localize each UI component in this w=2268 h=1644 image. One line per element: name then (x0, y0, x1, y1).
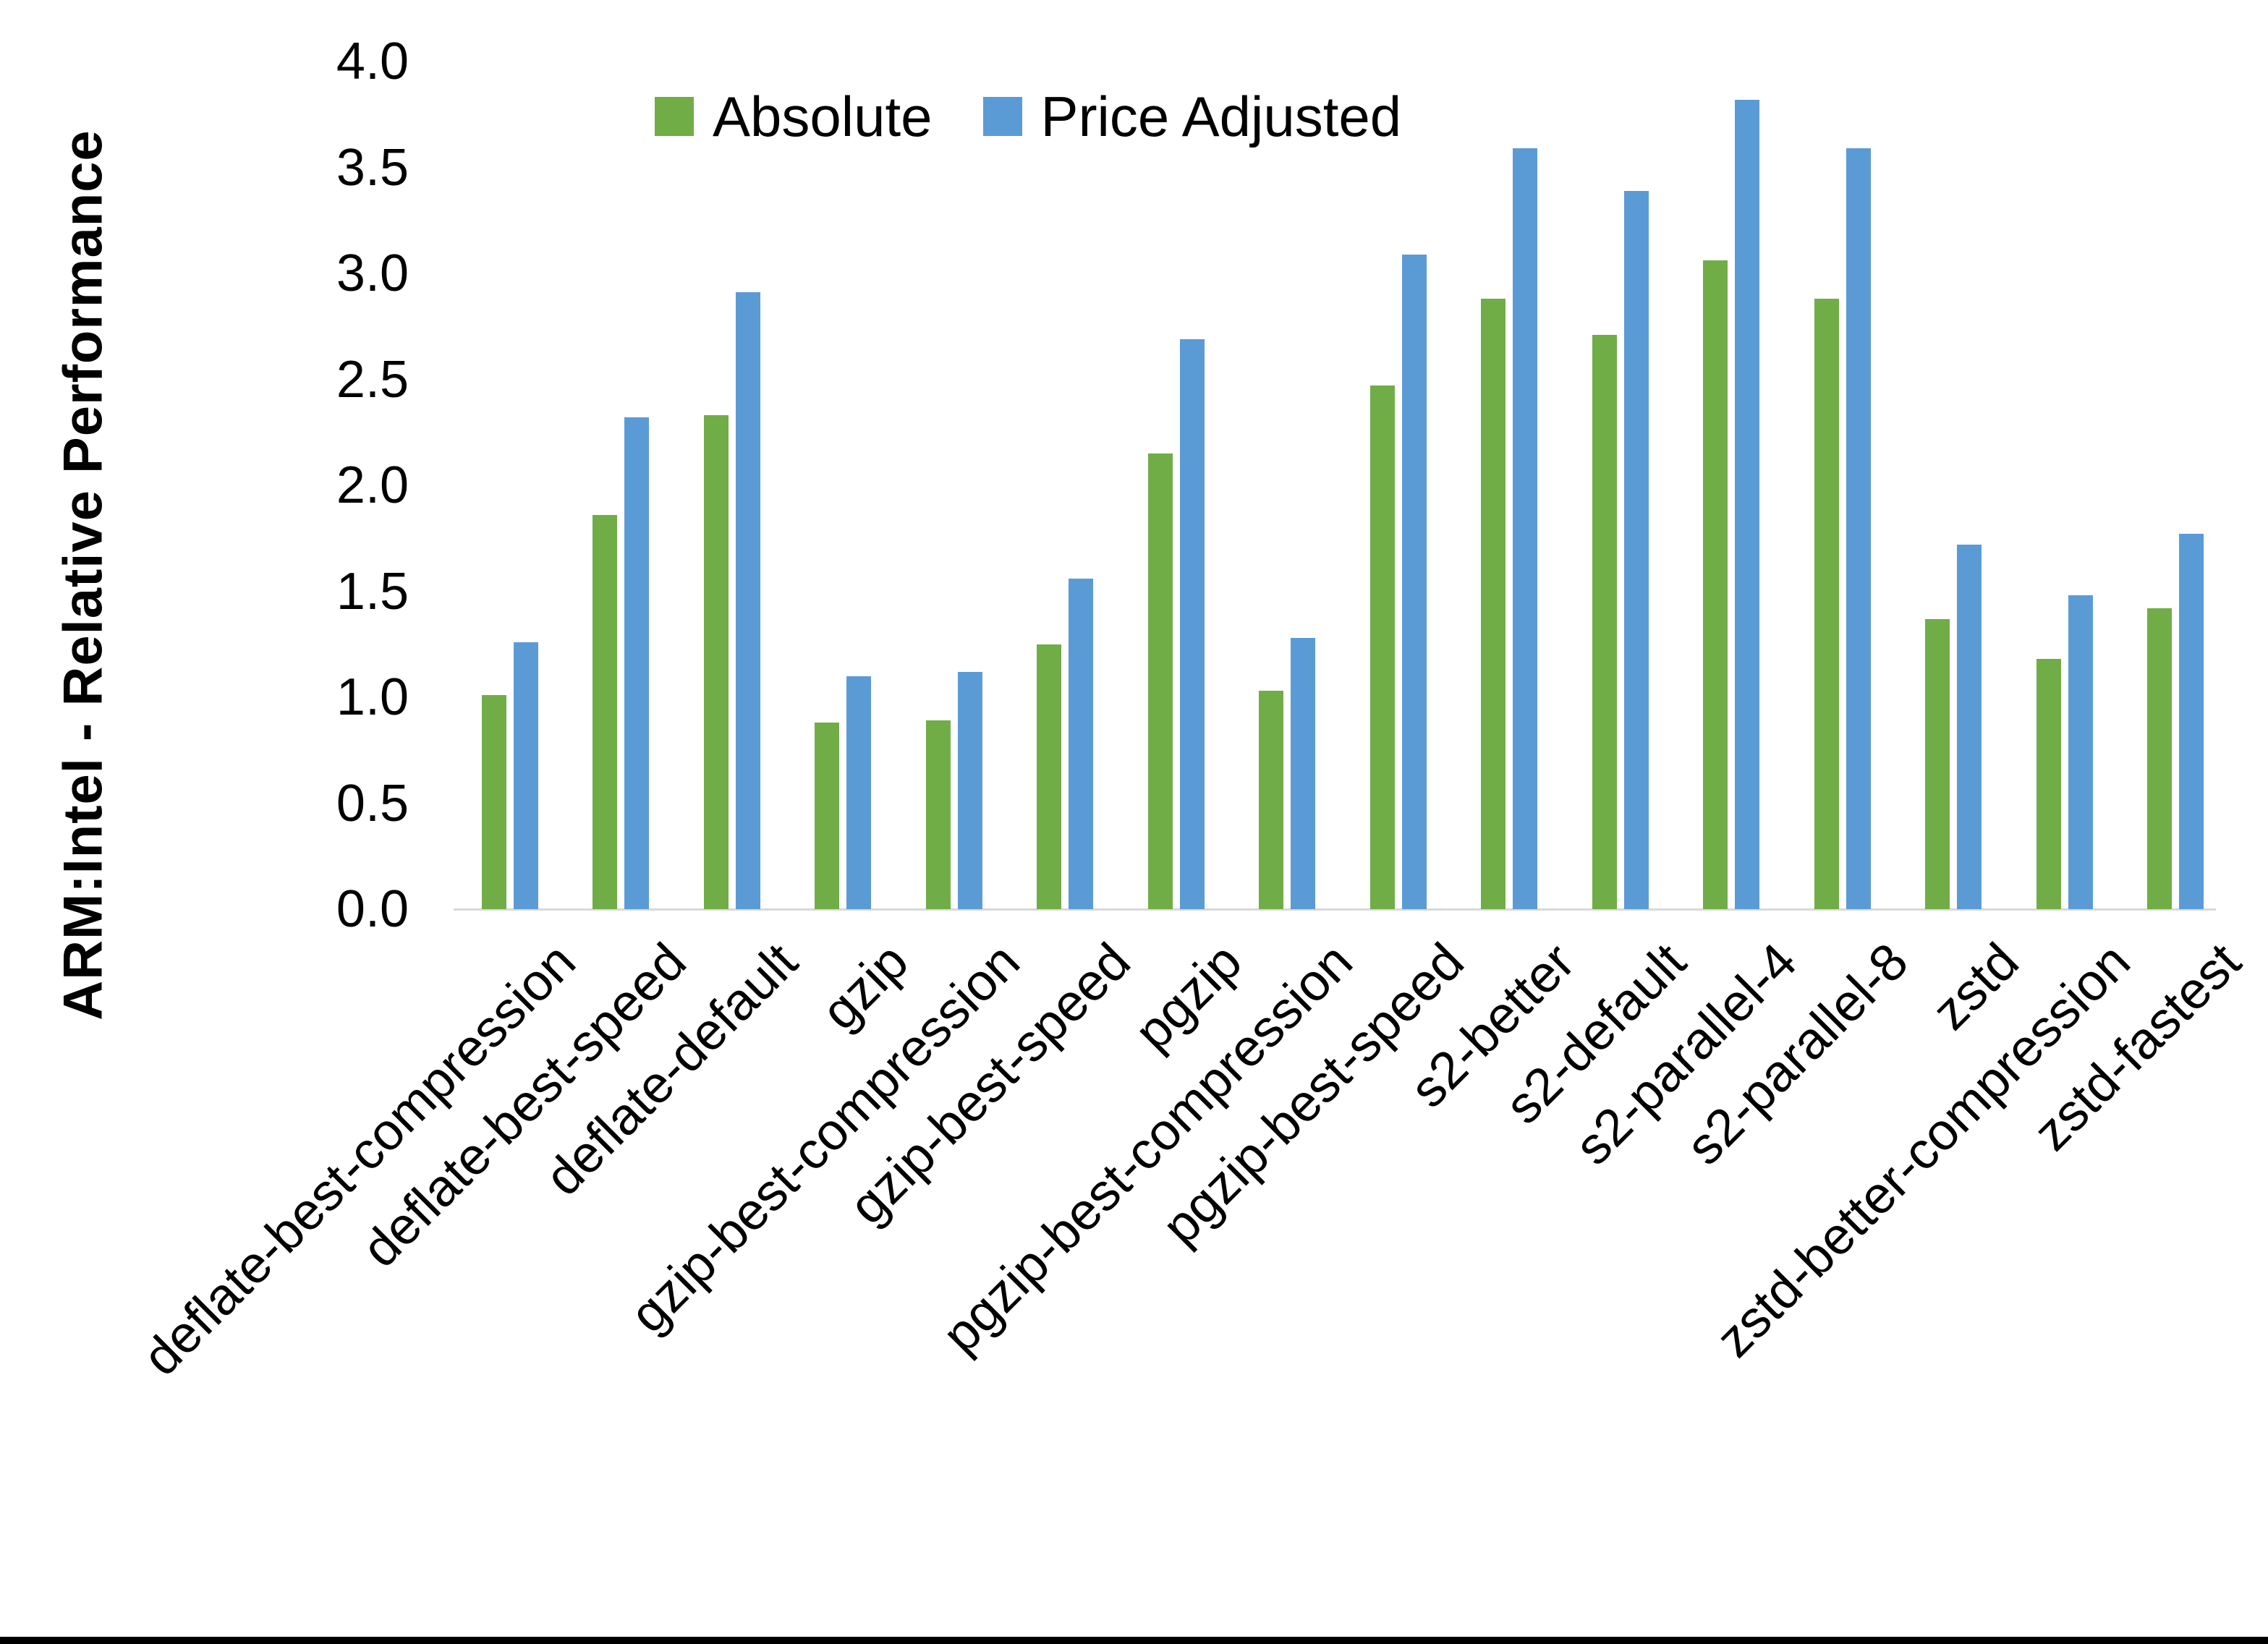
bar-absolute (1703, 260, 1728, 909)
bar-absolute (1037, 644, 1061, 909)
y-axis-tick-label: 4.0 (336, 33, 409, 90)
legend-swatch-absolute-icon (655, 97, 694, 136)
bar-absolute (1592, 335, 1617, 909)
y-axis-tick-label: 3.5 (336, 138, 409, 197)
y-axis-tick-label: 0.0 (336, 880, 409, 938)
bar-absolute (593, 515, 617, 909)
bar-absolute (2147, 608, 2172, 909)
y-axis-tick-label: 1.5 (336, 562, 409, 621)
bar-price-adjusted (1957, 545, 1982, 909)
bar-absolute (1148, 453, 1173, 909)
bottom-border (0, 1637, 2268, 1644)
bar-price-adjusted (514, 642, 538, 909)
y-axis-tick-label: 3.0 (336, 244, 409, 302)
bar-price-adjusted (1513, 148, 1537, 909)
bar-price-adjusted (1624, 191, 1649, 909)
y-axis-tick-label: 1.0 (336, 668, 409, 726)
bar-price-adjusted (1291, 638, 1315, 909)
bar-price-adjusted (2068, 595, 2093, 909)
bar-price-adjusted (1846, 148, 1871, 909)
bar-absolute (926, 720, 951, 909)
bar-price-adjusted (624, 417, 649, 909)
legend-label-price-adjusted: Price Adjusted (1040, 85, 1402, 148)
bar-absolute (1925, 619, 1950, 909)
legend-label-absolute: Absolute (713, 85, 933, 148)
legend: Absolute Price Adjusted (655, 88, 1401, 145)
bar-absolute (482, 695, 506, 909)
legend-item-price-adjusted: Price Adjusted (982, 85, 1402, 148)
bar-absolute (1481, 299, 1505, 909)
bar-absolute (1370, 386, 1395, 909)
y-axis-title: ARM:Intel - Relative Performance (52, 129, 114, 1021)
bar-price-adjusted (736, 292, 760, 909)
bar-absolute (2036, 659, 2061, 909)
bar-price-adjusted (1735, 100, 1759, 909)
bar-absolute (1814, 299, 1839, 909)
bar-price-adjusted (2179, 534, 2204, 909)
bar-price-adjusted (958, 672, 982, 909)
legend-item-absolute: Absolute (655, 88, 933, 145)
y-axis-tick-label: 2.5 (336, 350, 409, 409)
y-axis-tick-label: 2.0 (336, 456, 409, 514)
x-axis-line (454, 908, 2216, 911)
bar-price-adjusted (1402, 255, 1427, 909)
x-axis-label: deflate-best-compression (132, 932, 587, 1387)
bar-price-adjusted (846, 676, 871, 909)
y-axis-tick-label: 0.5 (336, 774, 409, 832)
bar-price-adjusted (1180, 339, 1205, 909)
legend-swatch-price-adjusted-icon (982, 97, 1022, 136)
bar-price-adjusted (1069, 579, 1093, 909)
bar-absolute (1259, 691, 1283, 909)
bar-absolute (704, 415, 729, 909)
bar-absolute (815, 723, 839, 909)
